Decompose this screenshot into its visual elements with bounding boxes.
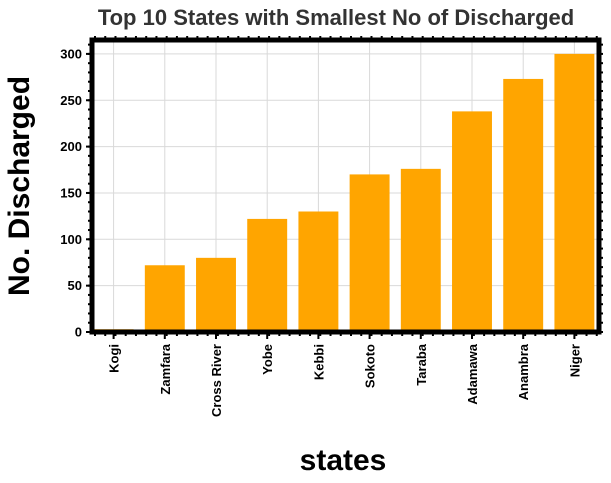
bar-cross-river xyxy=(196,257,236,332)
bar-anambra xyxy=(503,78,544,332)
x-tick-label: Taraba xyxy=(414,343,429,385)
y-tick-label: 0 xyxy=(75,325,82,340)
x-tick-label: Zamfara xyxy=(158,343,173,394)
x-tick-label: Niger xyxy=(567,344,582,377)
x-tick-label: Cross River xyxy=(209,344,224,417)
x-tick-label: Yobe xyxy=(260,344,275,375)
x-tick-label: Adamawa xyxy=(465,343,480,404)
bars-group xyxy=(93,53,595,333)
x-axis-label: states xyxy=(300,444,387,477)
plot-frame xyxy=(89,37,602,335)
bar-taraba xyxy=(400,168,441,332)
y-tick-label: 150 xyxy=(60,185,82,200)
y-tick-label: 200 xyxy=(60,139,82,154)
y-axis-label: No. Discharged xyxy=(3,76,36,296)
bar-yobe xyxy=(247,218,288,332)
y-tick-label: 250 xyxy=(60,93,82,108)
x-tick-label: Sokoto xyxy=(363,344,378,388)
axis-ticks xyxy=(86,36,603,339)
bar-niger xyxy=(554,53,595,333)
y-tick-label: 300 xyxy=(60,46,82,61)
x-tick-label: Kogi xyxy=(107,344,122,373)
y-tick-labels: 0 50 100 150 200 250 300 xyxy=(60,46,82,339)
x-tick-labels: Kogi Zamfara Cross River Yobe Kebbi Sokoto Tar… xyxy=(107,343,583,417)
y-tick-label: 100 xyxy=(60,232,82,247)
x-tick-label: Kebbi xyxy=(311,344,326,380)
bar-sokoto xyxy=(349,174,390,332)
x-tick-label: Anambra xyxy=(516,343,531,400)
y-tick-label: 50 xyxy=(68,278,82,293)
bar-kebbi xyxy=(298,211,339,332)
bar-adamawa xyxy=(452,111,492,332)
bar-zamfara xyxy=(144,265,185,332)
chart-title: Top 10 States with Smallest No of Discha… xyxy=(98,5,574,30)
